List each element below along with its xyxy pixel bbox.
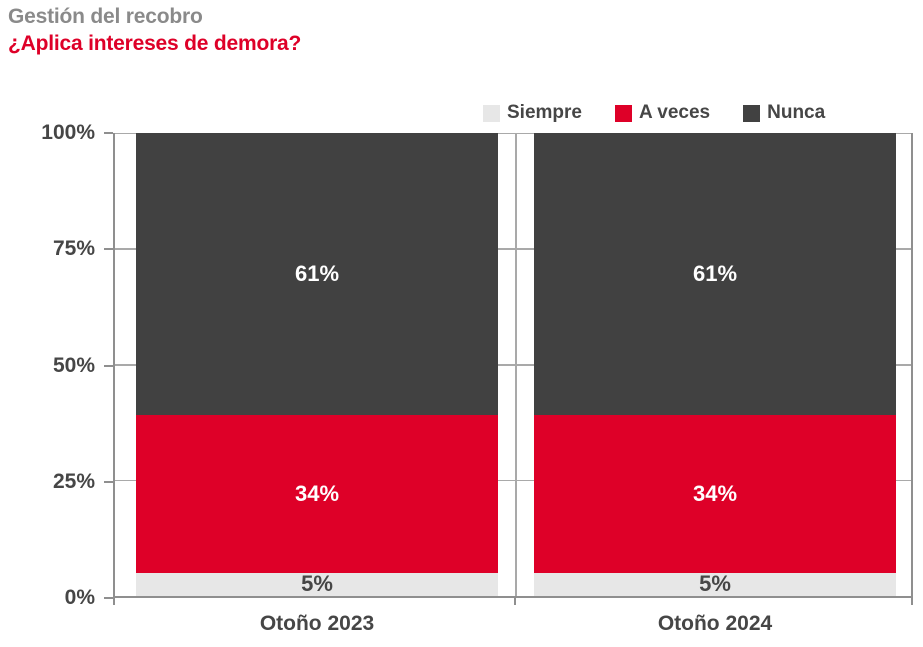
- bar-segment: 34%: [136, 415, 498, 573]
- gridline-100: [115, 132, 911, 134]
- page-subtitle: ¿Aplica intereses de demora?: [8, 32, 302, 55]
- bar-segment: 61%: [534, 133, 896, 416]
- bar-value-label: 61%: [294, 261, 340, 287]
- gridline-75: [115, 248, 911, 250]
- bar-1: 5% 34% 61%: [534, 133, 896, 596]
- y-tick-mark: [104, 597, 113, 599]
- x-axis-label: Otoño 2023: [259, 612, 375, 635]
- y-axis: 0% 25% 50% 75% 100%: [0, 121, 113, 609]
- x-axis-labels: Otoño 2023 Otoño 2024: [115, 612, 911, 644]
- y-tick-mark: [104, 248, 113, 251]
- category-divider-gridline: [515, 133, 517, 596]
- x-axis-tick-right: [911, 597, 913, 605]
- legend-swatch-icon: [743, 104, 761, 122]
- legend-item-0: Siempre: [483, 102, 582, 124]
- y-tick-mark: [104, 364, 113, 367]
- page-title: Gestión del recobro: [8, 5, 203, 28]
- bar-value-label: 61%: [692, 261, 738, 287]
- bars: 5% 34% 61% 5% 34% 61%: [115, 133, 911, 596]
- legend-label: Nunca: [767, 102, 826, 123]
- bar-value-label: 5%: [699, 571, 731, 597]
- legend-swatch-icon: [483, 104, 500, 122]
- x-axis-label: Otoño 2024: [657, 612, 773, 635]
- legend: Siempre A veces Nunca: [483, 102, 825, 124]
- y-tick-label: 0%: [64, 586, 95, 609]
- bar-segment: 61%: [136, 133, 498, 416]
- legend-swatch-icon: [614, 104, 632, 122]
- plot-area: 5% 34% 61% 5% 34% 61%: [113, 132, 913, 598]
- legend-label: Siempre: [507, 102, 582, 123]
- y-tick-label: 25%: [52, 469, 95, 493]
- gridline-25: [115, 479, 911, 482]
- y-tick-mark: [104, 480, 113, 483]
- bar-value-label: 34%: [294, 481, 340, 507]
- y-tick-label: 100%: [41, 121, 95, 144]
- bar-segment: 5%: [534, 571, 896, 597]
- legend-item-2: Nunca: [743, 102, 825, 124]
- bar-segment: 5%: [136, 571, 498, 597]
- bar-value-label: 34%: [692, 481, 738, 507]
- y-tick-label: 50%: [52, 353, 95, 377]
- legend-label: A veces: [638, 102, 711, 123]
- gridline-50: [115, 364, 911, 366]
- legend-item-1: A veces: [614, 102, 711, 124]
- y-tick-label: 75%: [52, 237, 95, 261]
- x-axis-tick-left: [113, 597, 115, 605]
- bar-0: 5% 34% 61%: [136, 133, 498, 596]
- y-tick-mark: [104, 132, 113, 134]
- x-axis-tick-center: [514, 597, 516, 605]
- bar-value-label: 5%: [301, 571, 333, 597]
- bar-segment: 34%: [534, 415, 896, 573]
